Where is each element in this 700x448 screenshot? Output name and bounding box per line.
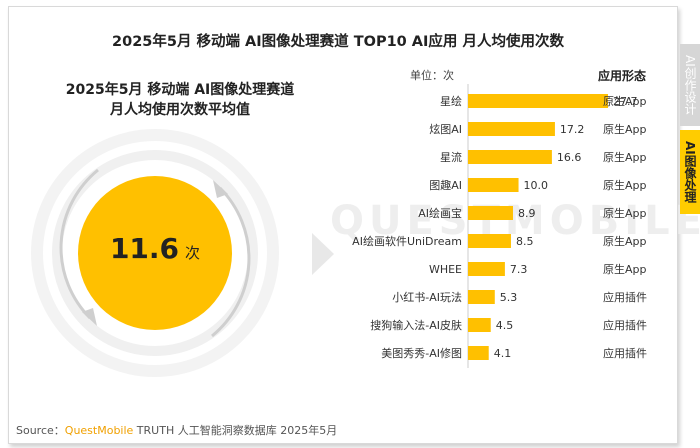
bar: [468, 290, 495, 304]
category-label: 炫图AI: [429, 122, 462, 136]
bar-value-label: 16.6: [557, 151, 582, 164]
category-label: AI绘画宝: [418, 206, 462, 220]
bar-value-label: 4.1: [494, 347, 512, 360]
bar: [468, 94, 608, 108]
divider-arrow-icon: [312, 233, 334, 275]
app-type-label: 应用插件: [603, 346, 647, 360]
app-type-label: 原生App: [603, 262, 647, 276]
bar-value-label: 5.3: [500, 291, 517, 304]
bar-value-label: 8.5: [516, 235, 534, 248]
ring-outer: [31, 129, 279, 377]
watermark: QUESTMOBILE: [330, 198, 700, 244]
sidebar-tab-ai-creative-design[interactable]: AI创作设计: [680, 44, 700, 126]
app-type-label: 原生App: [603, 94, 647, 108]
app-type-label: 应用插件: [603, 318, 647, 332]
ring-middle: [52, 150, 258, 356]
app-type-label: 原生App: [603, 178, 647, 192]
cycle-arcs: [59, 168, 251, 338]
bar: [468, 178, 519, 192]
category-label: 美图秀秀-AI修图: [381, 346, 462, 360]
source-brand: QuestMobile: [64, 424, 134, 437]
bar-value-label: 7.3: [510, 263, 527, 276]
app-type-label: 原生App: [603, 234, 647, 248]
app-type-label: 原生App: [603, 150, 647, 164]
source-rest: TRUTH 人工智能洞察数据库 2025年5月: [133, 424, 338, 437]
category-label: AI绘画软件UniDream: [352, 234, 462, 248]
source-prefix: Source：: [16, 424, 65, 437]
arrow-left-icon: [82, 308, 97, 326]
summary-title-line2: 月人均使用次数平均值: [110, 102, 250, 118]
category-label: 星绘: [440, 94, 462, 108]
background-rings: [31, 129, 279, 377]
app-type-label: 原生App: [603, 206, 647, 220]
bar: [468, 206, 513, 220]
summary-title: 2025年5月 移动端 AI图像处理赛道 月人均使用次数平均值: [30, 80, 330, 120]
app-type-label: 原生App: [603, 122, 647, 136]
app-type-label: 应用插件: [603, 290, 647, 304]
bar-value-label: 4.5: [496, 319, 513, 332]
category-label: 星流: [440, 150, 462, 164]
category-label: 小红书-AI玩法: [392, 290, 462, 304]
bar: [468, 262, 505, 276]
arrow-right-icon: [213, 180, 228, 198]
bar-value-label: 10.0: [524, 179, 549, 192]
summary-circle: [78, 176, 232, 330]
unit-label: 单位：次: [410, 69, 454, 82]
arc-left: [59, 168, 99, 320]
type-column-header: 应用形态: [598, 69, 647, 83]
summary-number: 11.6: [109, 232, 180, 265]
category-label: WHEE: [429, 263, 462, 276]
bar-value-label: 27.7: [613, 95, 638, 108]
bar: [468, 150, 552, 164]
summary-unit: 次: [185, 244, 201, 262]
chart-title: 2025年5月 移动端 AI图像处理赛道 TOP10 AI应用 月人均使用次数: [112, 34, 564, 50]
arc-right: [211, 186, 251, 338]
category-label: 搜狗输入法-AI皮肤: [370, 318, 462, 332]
summary-value: 11.6 次: [80, 232, 230, 265]
category-label: 图趣AI: [429, 178, 462, 192]
source-footer: Source：QuestMobile TRUTH 人工智能洞察数据库 2025年…: [16, 422, 337, 438]
summary-title-line1: 2025年5月 移动端 AI图像处理赛道: [65, 82, 295, 98]
bar-value-label: 8.9: [518, 207, 536, 220]
bar: [468, 318, 491, 332]
bar-value-label: 17.2: [560, 123, 585, 136]
sidebar-tab-ai-image-processing[interactable]: AI图像处理: [680, 130, 700, 214]
bar: [468, 346, 489, 360]
bar: [468, 122, 555, 136]
bar: [468, 234, 511, 248]
